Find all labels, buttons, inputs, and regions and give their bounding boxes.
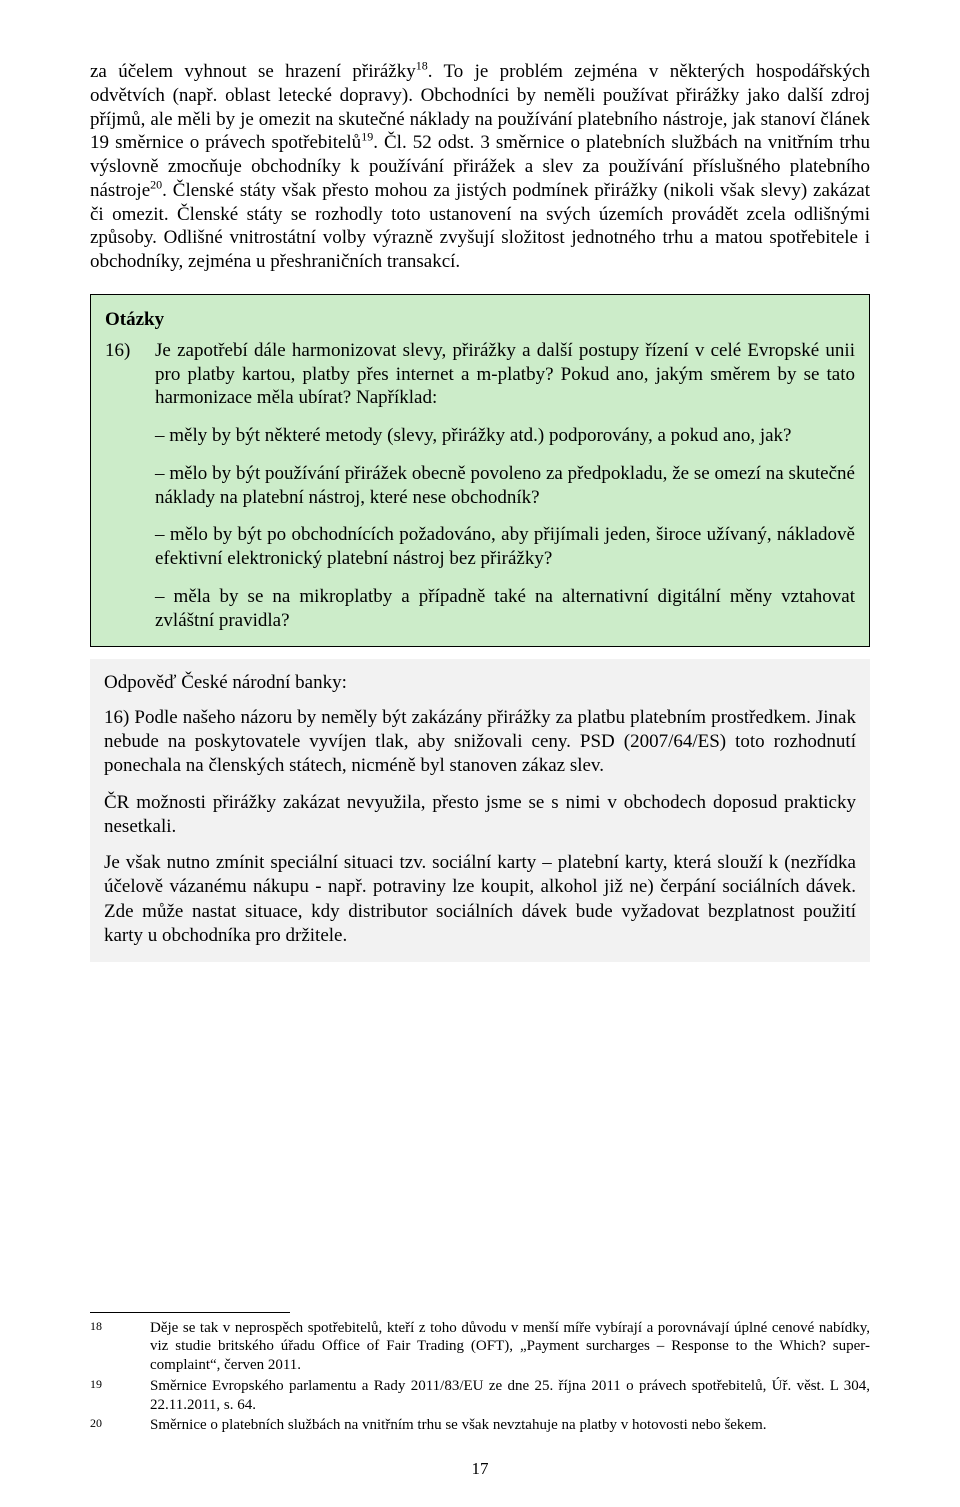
question-subitem: – mělo by být po obchodnících požadováno…	[155, 523, 855, 571]
page-number: 17	[0, 1459, 960, 1479]
footnote-number: 18	[90, 1319, 150, 1375]
answer-heading: Odpověď České národní banky:	[104, 671, 856, 695]
footnote-text: Směrnice Evropského parlamentu a Rady 20…	[150, 1377, 870, 1415]
footnote-row: 19 Směrnice Evropského parlamentu a Rady…	[90, 1377, 870, 1415]
footnote-text: Děje se tak v neprospěch spotřebitelů, k…	[150, 1319, 870, 1375]
body-text-segment: . Členské státy však přesto mohou za jis…	[90, 180, 870, 272]
question-subitem: – mělo by být používání přirážek obecně …	[155, 462, 855, 510]
footnote-text: Směrnice o platebních službách na vnitřn…	[150, 1416, 870, 1435]
question-number: 16)	[105, 339, 155, 633]
footnote-ref: 20	[150, 177, 162, 191]
footnotes-block: 18 Děje se tak v neprospěch spotřebitelů…	[90, 1312, 870, 1438]
footnote-rule	[90, 1312, 290, 1313]
body-text-segment: za účelem vyhnout se hrazení přirážky	[90, 61, 416, 82]
footnote-number: 20	[90, 1416, 150, 1435]
question-subitem: – měla by se na mikroplatby a případně t…	[155, 585, 855, 633]
question-heading: Otázky	[105, 309, 855, 331]
footnote-row: 20 Směrnice o platebních službách na vni…	[90, 1416, 870, 1435]
answer-paragraph: ČR možnosti přirážky zakázat nevyužila, …	[104, 791, 856, 840]
answer-box: Odpověď České národní banky: 16) Podle n…	[90, 659, 870, 962]
answer-paragraph: 16) Podle našeho názoru by neměly být za…	[104, 706, 856, 779]
footnote-row: 18 Děje se tak v neprospěch spotřebitelů…	[90, 1319, 870, 1375]
footnote-number: 19	[90, 1377, 150, 1415]
answer-paragraph: Je však nutno zmínit speciální situaci t…	[104, 851, 856, 948]
footnote-ref: 19	[361, 130, 373, 144]
question-box: Otázky 16) Je zapotřebí dále harmonizova…	[90, 294, 870, 648]
question-intro: Je zapotřebí dále harmonizovat slevy, př…	[155, 340, 855, 409]
question-subitem: – měly by být některé metody (slevy, při…	[155, 424, 855, 448]
question-row: 16) Je zapotřebí dále harmonizovat slevy…	[105, 339, 855, 633]
footnote-ref: 18	[416, 59, 428, 73]
body-paragraph: za účelem vyhnout se hrazení přirážky18.…	[90, 60, 870, 274]
document-page: za účelem vyhnout se hrazení přirážky18.…	[0, 0, 960, 1507]
question-body: Je zapotřebí dále harmonizovat slevy, př…	[155, 339, 855, 633]
